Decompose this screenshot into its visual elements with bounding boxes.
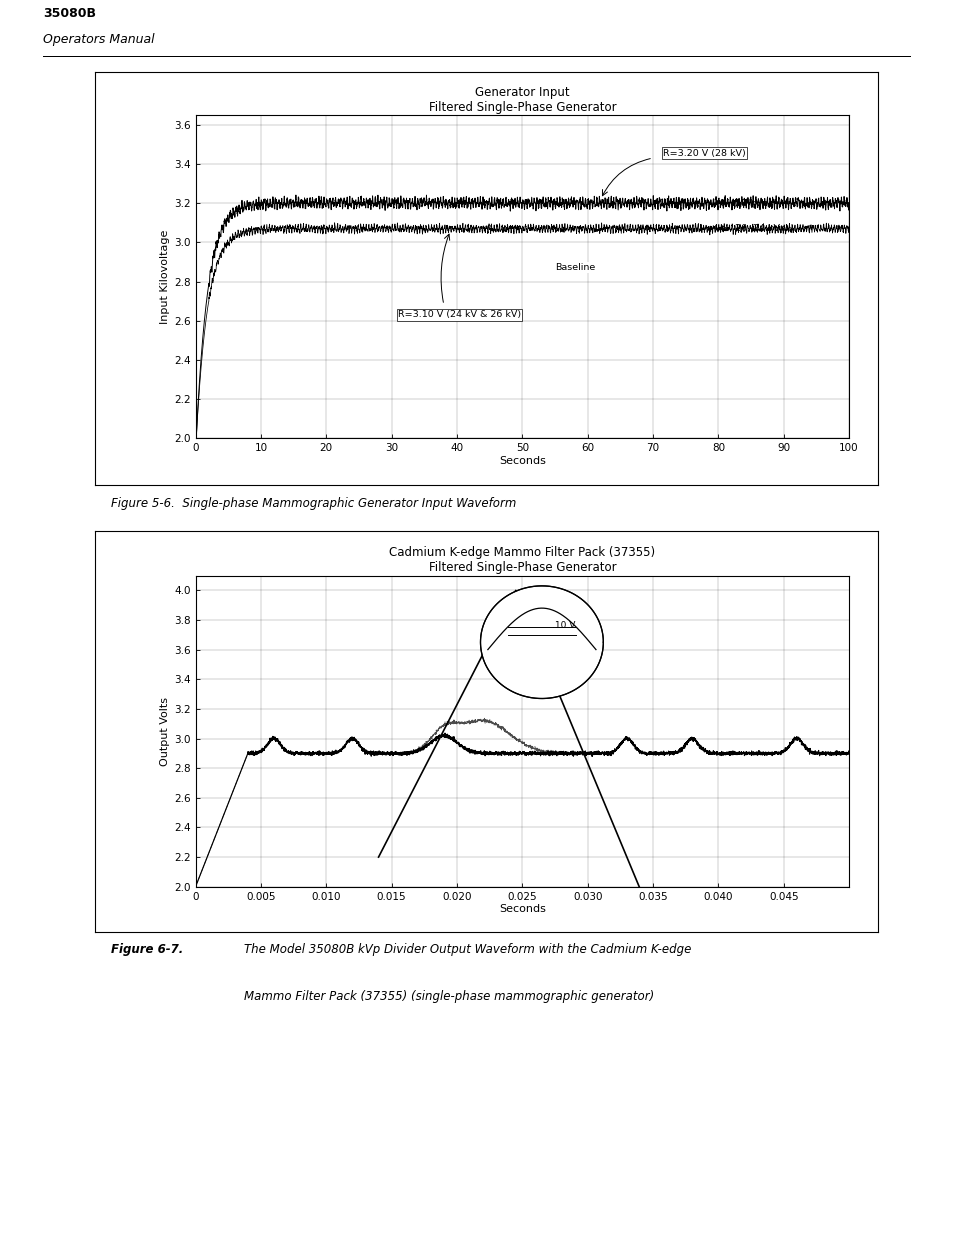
Polygon shape (480, 585, 602, 699)
Title: Cadmium K-edge Mammo Filter Pack (37355)
Filtered Single-Phase Generator: Cadmium K-edge Mammo Filter Pack (37355)… (389, 546, 655, 574)
Text: Operators Manual: Operators Manual (43, 33, 154, 46)
Text: The Model 35080B kVp Divider Output Waveform with the Cadmium K-edge: The Model 35080B kVp Divider Output Wave… (244, 944, 691, 956)
Text: Figure 5-6.  Single-phase Mammographic Generator Input Waveform: Figure 5-6. Single-phase Mammographic Ge… (111, 498, 516, 510)
Text: R=3.10 V (24 kV & 26 kV): R=3.10 V (24 kV & 26 kV) (397, 310, 520, 320)
Title: Generator Input
Filtered Single-Phase Generator: Generator Input Filtered Single-Phase Ge… (428, 85, 616, 114)
Text: Figure 6-7.: Figure 6-7. (111, 944, 183, 956)
Y-axis label: Output Volts: Output Volts (160, 697, 170, 766)
Text: 26, 24 kVp: 26, 24 kVp (734, 224, 785, 233)
Text: R=3.20 V (28 kV): R=3.20 V (28 kV) (662, 148, 745, 158)
Text: .10 V: .10 V (552, 621, 576, 630)
Text: Mammo Filter Pack (37355) (single-phase mammographic generator): Mammo Filter Pack (37355) (single-phase … (244, 990, 654, 1003)
Text: Baseline: Baseline (555, 263, 595, 272)
X-axis label: Seconds: Seconds (498, 904, 545, 914)
Text: 28 kVp: 28 kVp (734, 199, 767, 207)
X-axis label: Seconds: Seconds (498, 456, 545, 466)
Text: 35080B: 35080B (43, 7, 96, 21)
Y-axis label: Input Kilovoltage: Input Kilovoltage (160, 230, 170, 324)
